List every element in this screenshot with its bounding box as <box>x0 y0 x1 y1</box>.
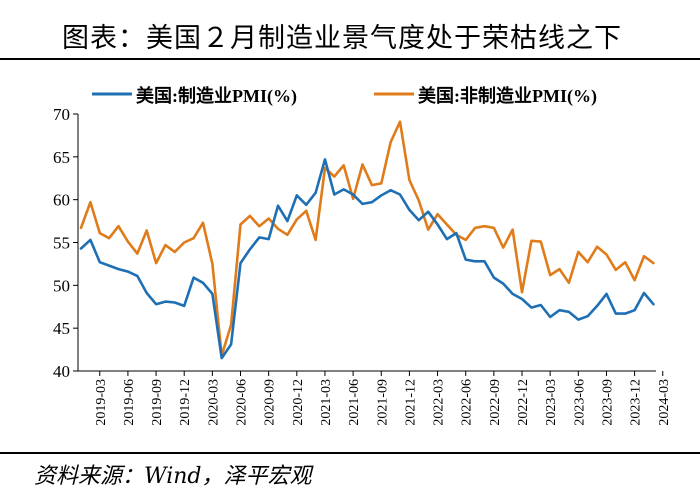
y-tick-label: 60 <box>53 191 70 210</box>
y-tick-label: 70 <box>53 105 70 124</box>
title-bar: 图表：美国２月制造业景气度处于荣枯线之下 <box>0 0 700 62</box>
legend: 美国:制造业PMI(%) 美国:非制造业PMI(%) <box>92 85 597 107</box>
x-tick-label: 2022-06 <box>460 379 475 426</box>
source-note: 资料来源：Wind，泽平宏观 <box>34 464 312 489</box>
y-tick-label: 55 <box>53 234 70 253</box>
x-tick-label: 2020-03 <box>206 379 221 426</box>
y-tick-label: 50 <box>53 276 70 295</box>
source-divider <box>0 452 700 454</box>
series-line-manufacturing <box>79 158 655 360</box>
x-tick-label: 2023-12 <box>629 379 644 426</box>
x-axis: 2019-03 2019-06 2019-09 2019-12 2020-03 2020-… <box>78 370 672 426</box>
x-tick-label: 2024-03 <box>657 379 672 426</box>
x-tick-label: 2019-12 <box>178 379 193 426</box>
x-tick-label: 2023-06 <box>572 379 587 426</box>
x-tick-label: 2022-09 <box>488 379 503 426</box>
series-line-non-manufacturing <box>79 120 655 357</box>
x-tick-label: 2021-09 <box>375 379 390 426</box>
x-tick-label: 2023-03 <box>544 379 559 426</box>
x-tick-label: 2019-06 <box>122 379 137 426</box>
y-tick-label: 65 <box>53 148 70 167</box>
series-group <box>79 120 655 360</box>
x-tick-label: 2019-03 <box>94 379 109 426</box>
x-tick-label: 2020-09 <box>263 379 278 426</box>
y-tick-label: 45 <box>53 319 70 338</box>
y-axis: 40 45 50 55 60 65 70 <box>53 105 79 381</box>
chart-title: 图表：美国２月制造业景气度处于荣枯线之下 <box>62 23 622 54</box>
x-tick-label: 2021-12 <box>403 379 418 426</box>
x-tick-label: 2021-06 <box>347 379 362 426</box>
x-tick-label: 2022-03 <box>432 379 447 426</box>
legend-label-manufacturing: 美国:制造业PMI(%) <box>136 85 297 107</box>
x-tick-label: 2022-12 <box>516 379 531 426</box>
x-tick-label: 2020-06 <box>235 379 250 426</box>
x-tick-label: 2020-12 <box>291 379 306 426</box>
x-tick-label: 2021-03 <box>319 379 334 426</box>
y-tick-label: 40 <box>53 362 70 381</box>
pmi-line-chart: 美国:制造业PMI(%) 美国:非制造业PMI(%) 40 45 50 55 60 65 7… <box>53 85 672 426</box>
title-divider <box>0 58 700 60</box>
x-tick-label: 2019-09 <box>150 379 165 426</box>
legend-label-non-manufacturing: 美国:非制造业PMI(%) <box>418 85 597 107</box>
chart-area: 美国:制造业PMI(%) 美国:非制造业PMI(%) 40 45 50 55 60 65 7… <box>0 62 700 452</box>
x-tick-label: 2023-09 <box>600 379 615 426</box>
